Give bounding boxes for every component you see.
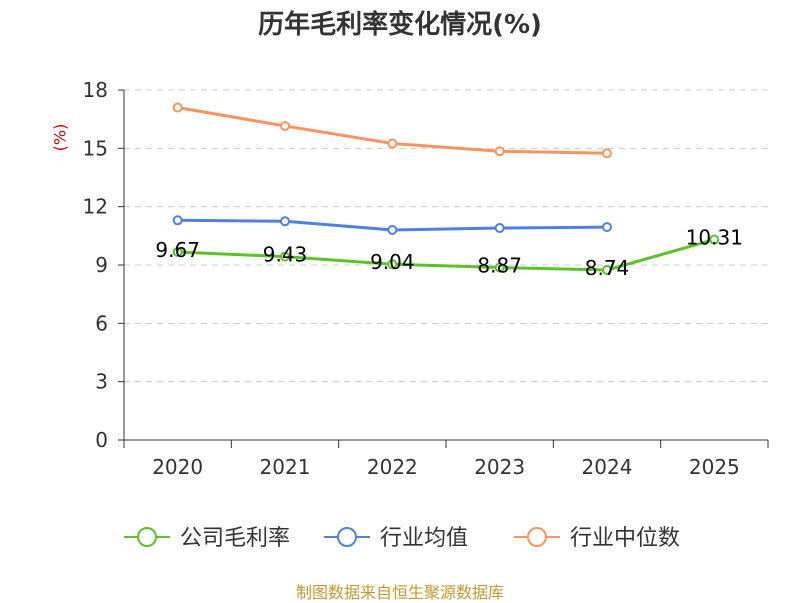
x-tick-label: 2020 [152, 455, 203, 479]
y-tick-label: 6 [95, 311, 108, 335]
y-tick-label: 18 [83, 78, 108, 102]
series-lines [172, 102, 720, 276]
y-tick-label: 3 [95, 370, 108, 394]
data-label: 9.67 [155, 238, 200, 262]
data-label: 9.43 [263, 243, 308, 267]
data-point [280, 120, 290, 131]
data-point [494, 223, 505, 234]
data-point [280, 251, 290, 262]
x-tick-label: 2025 [689, 455, 740, 479]
y-tick-label: 9 [95, 253, 108, 277]
data-point [602, 222, 612, 233]
legend: 公司毛利率 行业均值 行业中位数 [124, 526, 680, 551]
data-point [602, 265, 612, 276]
data-point [709, 234, 720, 245]
data-point [280, 216, 290, 227]
data-label: 9.04 [370, 250, 415, 274]
legend-swatch-marker [337, 527, 357, 547]
data-label: 8.74 [585, 256, 630, 280]
axes [118, 89, 769, 448]
y-tick-labels: 0 3 6 9 12 15 18 [83, 78, 108, 452]
data-point [602, 148, 612, 159]
data-labels: 9.67 9.43 9.04 8.87 8.74 10.31 [155, 226, 743, 281]
data-point [387, 138, 398, 149]
x-tick-label: 2021 [260, 455, 311, 479]
x-tick-label: 2022 [367, 455, 418, 479]
x-tick-label: 2024 [582, 455, 633, 479]
x-tick-labels: 2020 2021 2022 2023 2024 2025 [152, 455, 740, 479]
data-point [387, 225, 398, 235]
grid-lines [124, 89, 768, 383]
y-tick-label: 0 [95, 428, 108, 452]
data-point [172, 246, 183, 257]
legend-swatch-marker [527, 527, 547, 547]
data-point [494, 146, 505, 157]
x-tick-label: 2023 [474, 455, 525, 479]
data-point [387, 259, 398, 270]
legend-label: 行业均值 [380, 526, 468, 551]
data-point [172, 215, 183, 226]
data-label: 10.31 [686, 226, 743, 250]
source-note: 制图数据来自恒生聚源数据库 [295, 583, 504, 602]
legend-swatch-marker [137, 527, 157, 547]
y-tick-label: 15 [83, 136, 108, 160]
chart-title: 历年毛利率变化情况(%) [258, 10, 542, 40]
data-label: 8.87 [477, 254, 522, 278]
data-point [494, 262, 505, 273]
y-tick-label: 12 [83, 195, 108, 219]
series-line [177, 238, 715, 272]
data-point [172, 102, 183, 113]
legend-label: 公司毛利率 [180, 526, 290, 551]
legend-label: 行业中位数 [570, 526, 680, 551]
